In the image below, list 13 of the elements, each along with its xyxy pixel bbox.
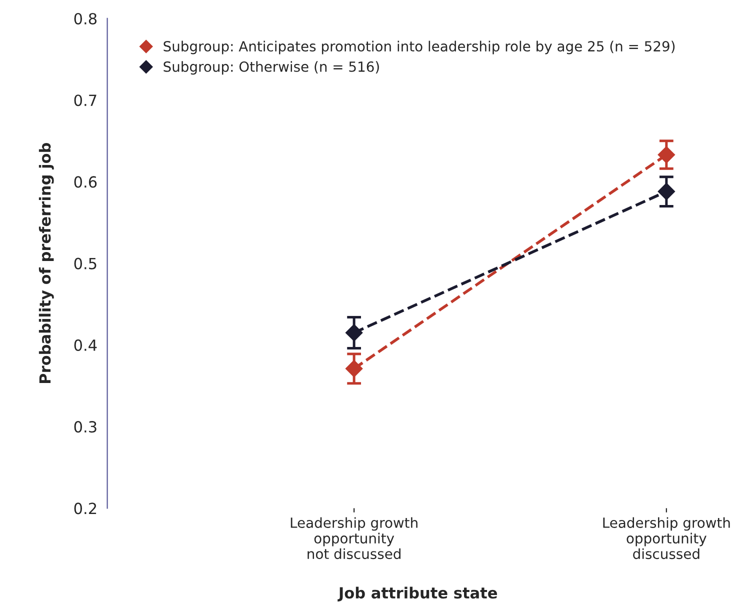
legend-label: Subgroup: Otherwise (n = 516)	[164, 61, 379, 75]
x-tick-label: Leadership growth opportunity discussed	[603, 517, 730, 560]
y-tick-label: 0.2	[74, 502, 96, 514]
y-tick-label: 0.5	[74, 258, 96, 270]
y-tick-label: 0.8	[74, 12, 97, 24]
y-tick-label: 0.7	[74, 94, 96, 106]
y-tick-label: 0.3	[74, 421, 96, 433]
x-tick-label: Leadership growth opportunity not discussed	[290, 517, 418, 560]
legend-label: Subgroup: Anticipates promotion into leadership role by age 25 (n = 529)	[164, 40, 675, 54]
y-axis-title: Probability of preferring job	[38, 142, 54, 383]
y-tick-label: 0.4	[74, 339, 97, 351]
x-axis-title: Job attribute state	[338, 586, 498, 602]
y-tick-label: 0.6	[74, 176, 97, 188]
